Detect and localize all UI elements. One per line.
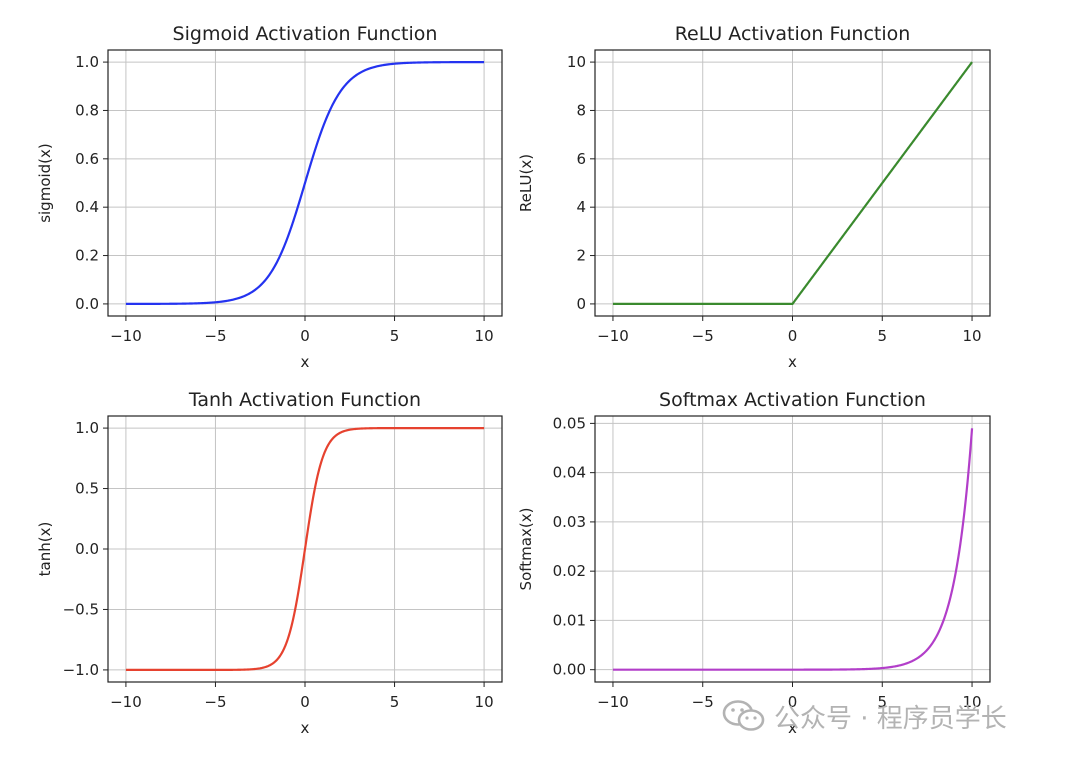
y-tick-label: 0.00 bbox=[553, 661, 586, 679]
series-line-relu bbox=[612, 61, 973, 306]
y-tick-label: 0.04 bbox=[553, 464, 586, 482]
y-tick-label: 0.6 bbox=[75, 150, 99, 168]
y-tick-label: −1.0 bbox=[63, 661, 99, 679]
chart-title: Softmax Activation Function bbox=[659, 389, 926, 411]
y-tick-label: 0.0 bbox=[75, 540, 99, 558]
x-tick-label: 0 bbox=[300, 327, 310, 345]
series-line-tanh bbox=[125, 426, 485, 672]
x-tick-label: 10 bbox=[962, 693, 981, 711]
x-tick-label: 10 bbox=[475, 693, 494, 711]
x-tick-label: −10 bbox=[597, 327, 629, 345]
y-axis-label: sigmoid(x) bbox=[36, 143, 54, 223]
y-tick-label: 0.0 bbox=[75, 295, 99, 313]
x-tick-label: 0 bbox=[788, 327, 798, 345]
x-axis-label: x bbox=[301, 719, 310, 737]
y-tick-label: 6 bbox=[576, 150, 586, 168]
y-tick-label: 0.8 bbox=[75, 101, 99, 119]
subplot-relu: −10 −5 0 5 10 0 2 4 6 8 10 ReLU Activation Function… bbox=[517, 23, 991, 371]
x-tick-label: −5 bbox=[204, 327, 226, 345]
x-axis-label: x bbox=[788, 719, 797, 737]
wechat-icon bbox=[722, 700, 765, 731]
x-tick-label: 0 bbox=[300, 693, 310, 711]
x-tick-label: −5 bbox=[692, 327, 714, 345]
watermark-text: 公众号 · 程序员学长 bbox=[774, 703, 1007, 734]
subplot-softmax: −10 −5 0 5 10 0.00 0.01 0.02 0.03 0.04 0.05 Softmax… bbox=[517, 389, 991, 737]
x-tick-label: −5 bbox=[692, 693, 714, 711]
watermark: 公众号 · 程序员学长 bbox=[722, 696, 1007, 736]
x-tick-label: −10 bbox=[597, 693, 629, 711]
x-tick-label: 0 bbox=[788, 693, 798, 711]
y-tick-label: 0.4 bbox=[75, 198, 99, 216]
x-tick-label: 5 bbox=[877, 327, 887, 345]
subplot-sigmoid: −10 −5 0 5 10 0.0 0.2 0.4 0.6 0.8 1.0 Sigmoid Activ… bbox=[36, 23, 503, 371]
y-tick-label: 10 bbox=[567, 53, 586, 71]
series-line-softmax bbox=[612, 428, 974, 671]
y-tick-label: 0.03 bbox=[553, 513, 586, 531]
y-tick-label: 8 bbox=[576, 101, 586, 119]
x-tick-label: 5 bbox=[877, 693, 887, 711]
x-axis-label: x bbox=[788, 353, 797, 371]
y-tick-label: 1.0 bbox=[75, 53, 99, 71]
y-axis-label: tanh(x) bbox=[36, 522, 54, 577]
y-tick-label: 4 bbox=[576, 198, 586, 216]
y-tick-label: 0.02 bbox=[553, 562, 586, 580]
y-tick-label: 1.0 bbox=[75, 419, 99, 437]
y-tick-label: 0.01 bbox=[553, 611, 586, 629]
x-tick-label: −10 bbox=[110, 327, 142, 345]
chart-title: Sigmoid Activation Function bbox=[173, 23, 438, 45]
y-tick-label: 0.5 bbox=[75, 480, 99, 498]
subplot-tanh: −10 −5 0 5 10 −1.0 −0.5 0.0 0.5 1.0 Tanh Activatio… bbox=[36, 389, 503, 737]
y-axis-label: ReLU(x) bbox=[517, 154, 535, 212]
chart-title: Tanh Activation Function bbox=[188, 389, 421, 411]
y-axis-label: Softmax(x) bbox=[517, 508, 535, 591]
x-tick-label: 10 bbox=[475, 327, 494, 345]
series-line-sigmoid bbox=[125, 61, 485, 305]
y-tick-label: 0.05 bbox=[553, 414, 586, 432]
x-tick-label: 5 bbox=[390, 327, 400, 345]
y-tick-label: 2 bbox=[576, 247, 586, 265]
x-tick-label: 5 bbox=[390, 693, 400, 711]
x-tick-label: 10 bbox=[962, 327, 981, 345]
y-tick-label: 0.2 bbox=[75, 247, 99, 265]
y-tick-label: 0 bbox=[576, 295, 586, 313]
chart-title: ReLU Activation Function bbox=[675, 23, 911, 45]
x-tick-label: −5 bbox=[204, 693, 226, 711]
y-tick-label: −0.5 bbox=[63, 600, 99, 618]
x-axis-label: x bbox=[301, 353, 310, 371]
x-tick-label: −10 bbox=[110, 693, 142, 711]
